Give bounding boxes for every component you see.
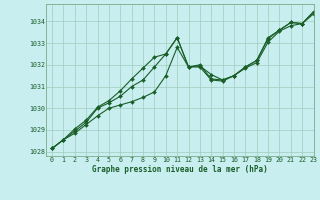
X-axis label: Graphe pression niveau de la mer (hPa): Graphe pression niveau de la mer (hPa) (92, 165, 268, 174)
